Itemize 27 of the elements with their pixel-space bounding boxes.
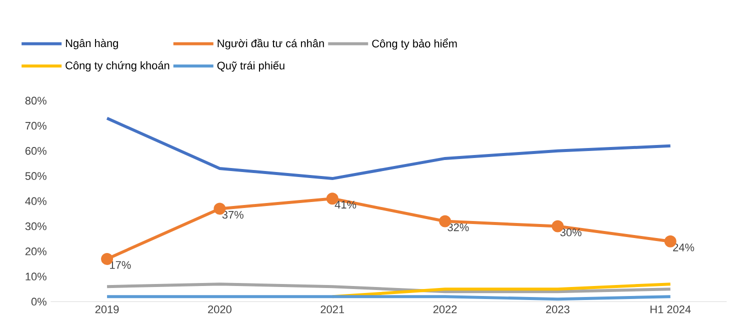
line-series xyxy=(106,282,672,294)
y-tick-label: 20% xyxy=(25,248,46,256)
legend-label: Công ty bảo hiểm xyxy=(372,38,457,50)
y-tick-label: 50% xyxy=(25,172,46,180)
legend-label: Người đầu tư cá nhân xyxy=(218,38,324,50)
line-series xyxy=(106,116,672,180)
y-tick-label: 0% xyxy=(31,298,46,306)
y-tick-label: 80% xyxy=(25,96,46,105)
x-tick-label: 2020 xyxy=(208,306,232,314)
legend-label: Quỹ trái phiếu xyxy=(217,60,284,72)
data-label: 30% xyxy=(560,228,582,236)
data-label: 41% xyxy=(334,200,356,209)
x-tick-label: H1 2024 xyxy=(650,306,691,314)
x-tick-label: 2021 xyxy=(320,306,344,314)
y-tick-label: 10% xyxy=(26,272,46,280)
y-tick-label: 60% xyxy=(25,147,46,155)
x-tick-label: 2022 xyxy=(433,306,457,314)
data-label: 32% xyxy=(448,223,469,232)
legend-label: Công ty chứng khoán xyxy=(66,61,170,72)
x-tick-label: 2023 xyxy=(546,306,570,314)
y-tick-label: 70% xyxy=(25,122,46,130)
x-tick-label: 2019 xyxy=(95,306,119,314)
legend-label: Ngân hàng xyxy=(66,38,118,50)
y-tick-label: 30% xyxy=(25,222,46,230)
y-tick-label: 40% xyxy=(25,197,46,206)
data-label: 17% xyxy=(110,261,131,269)
data-label: 24% xyxy=(673,244,694,252)
